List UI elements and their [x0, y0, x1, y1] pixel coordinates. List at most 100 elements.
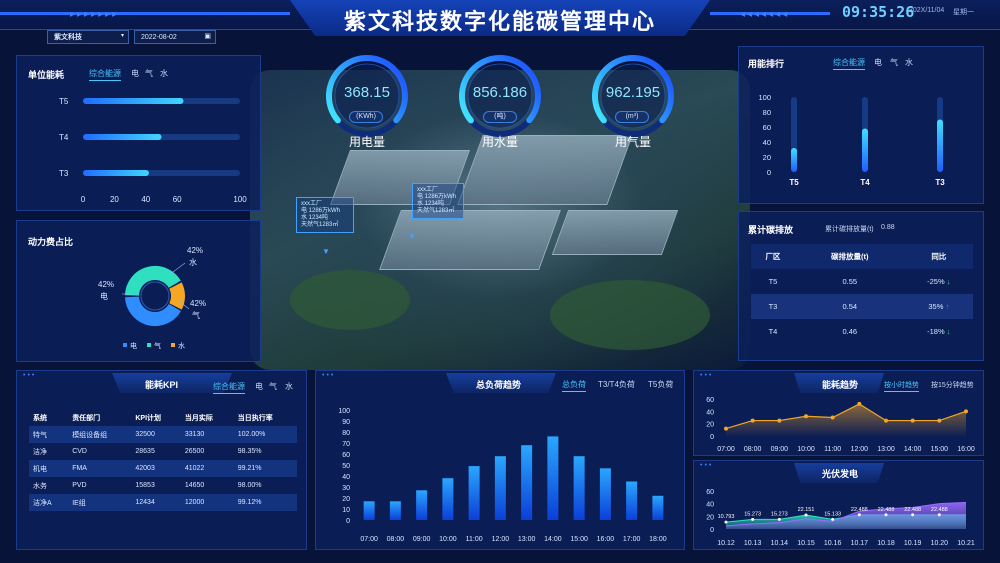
tick-label: 90 [342, 419, 350, 426]
column-header: 当月实际 [184, 414, 213, 422]
table-cell: 98.00% [237, 482, 262, 489]
tick-label: 60 [763, 123, 771, 132]
factory-callout[interactable]: xxx工厂 电 1286万kWh 水 1234吨 天然气1283㎡ [296, 197, 354, 233]
kpi-table: 系统 责任部门 KPI计划 当月实际 当日执行率 特气 模组设备组 32500 … [29, 409, 297, 511]
table-row: T5 0.55 -25% ↓ [751, 269, 973, 294]
tab-water[interactable]: 水 [285, 382, 293, 391]
category-label: T3 [935, 178, 945, 187]
tick-label: 20 [763, 153, 771, 162]
tab-hourly-trend[interactable]: 按小时趋势 [884, 380, 919, 392]
water-unit: (吨) [483, 111, 517, 123]
tick-label: 14:00 [904, 446, 922, 453]
pie-slice [125, 266, 185, 326]
date-picker[interactable]: 2022-08-02 ▣ [134, 30, 216, 44]
pie-inner-ring [140, 281, 170, 311]
data-point [937, 418, 942, 423]
tab-gas[interactable]: 气 [890, 58, 898, 67]
table-row: 机电 FMA 42003 41022 99.21% [29, 460, 297, 477]
table-cell: 99.21% [237, 465, 262, 472]
table-cell: 98.35% [237, 448, 262, 455]
factory-building [379, 210, 561, 270]
data-label: 22.488 [931, 507, 948, 513]
callout-line: 水 1234吨 [417, 201, 445, 207]
area-fill [726, 502, 966, 529]
tab-combined-energy[interactable]: 综合能源 [213, 381, 245, 394]
tab-electricity[interactable]: 电 [131, 69, 139, 78]
tick-label: 40 [706, 409, 714, 416]
bar [442, 478, 454, 520]
tick-label: 0 [346, 518, 350, 525]
table-header-row: 系统 责任部门 KPI计划 当月实际 当日执行率 [29, 409, 297, 426]
location-marker-icon[interactable]: ▼ [408, 232, 416, 241]
column-header: 厂区 [751, 244, 795, 269]
company-select[interactable]: 紫文科技 ▾ [47, 30, 129, 44]
tick-label: 16:00 [597, 536, 615, 543]
location-marker-icon[interactable]: ▼ [322, 247, 330, 256]
tab-gas[interactable]: 气 [269, 382, 277, 391]
tab-t5-load[interactable]: T5负荷 [648, 380, 674, 389]
amount-cell: 0.46 [842, 327, 858, 336]
tab-total-load[interactable]: 总负荷 [562, 379, 586, 392]
series-line [725, 403, 967, 430]
arrow-up-icon: ↑ [945, 302, 950, 311]
tick-label: 09:00 [771, 446, 789, 453]
carbon-summary-value: 0.88 [881, 224, 895, 231]
table-cell: 28635 [135, 448, 155, 455]
tab-electricity[interactable]: 电 [255, 382, 263, 391]
carbon-table: 厂区 碳排放量(t) 同比 T5 0.55 -25% ↓ T3 0.54 35%… [751, 244, 973, 344]
data-point [857, 513, 861, 517]
clock-time: 09:35:26 [842, 3, 915, 21]
legend-swatch [171, 343, 175, 347]
table-cell: CVD [72, 448, 87, 455]
tick-label: 20 [342, 496, 350, 503]
bar [599, 468, 611, 520]
tab-combined-energy[interactable]: 综合能源 [833, 57, 865, 70]
energy-rank-chart: 0 20 40 60 80 100 T5 T4 T3 [758, 93, 945, 187]
tick-label: 60 [706, 489, 714, 496]
header-dots: ▸▸▸▸▸▸▸ [70, 9, 120, 20]
tick-label: 10 [342, 507, 350, 514]
tick-label: 10.20 [931, 540, 949, 547]
greenery [550, 280, 710, 350]
tick-label: 15:00 [570, 536, 588, 543]
tab-t3-t4-load[interactable]: T3/T4负荷 [598, 380, 635, 389]
category-label: T4 [860, 178, 870, 187]
pie-slice [125, 266, 185, 326]
tick-label: 30 [342, 485, 350, 492]
table-cell: 机电 [33, 465, 47, 473]
column-header: 系统 [33, 414, 47, 422]
tick-label: 70 [342, 441, 350, 448]
carbon-summary-label: 累计碳排放量(t) [825, 226, 874, 233]
data-point [857, 401, 862, 406]
bar [626, 481, 638, 520]
bar [389, 501, 401, 520]
data-point [884, 418, 888, 423]
tab-electricity[interactable]: 电 [874, 58, 882, 67]
tick-label: 07:00 [360, 536, 378, 543]
area-cell: T4 [768, 327, 778, 336]
table-cell: 洁净 [33, 448, 47, 456]
tab-water[interactable]: 水 [160, 69, 168, 78]
energy-rank-panel: 用能排行 综合能源 电 气 水 0 20 40 60 80 100 T5 T4 T3 [738, 46, 984, 204]
page-title: 紫文科技数字化能碳管理中心 [343, 9, 656, 34]
pv-panel: ••• 光伏发电 0 20 40 60 10.793 15.273 15.273 22.151… [693, 460, 984, 550]
column-header: 当日执行率 [237, 414, 273, 422]
total-load-title: 总负荷趋势 [476, 380, 522, 390]
tab-gas[interactable]: 气 [145, 69, 153, 78]
total-load-chart: 0 10 20 30 40 50 60 70 80 90 100 07:00 08:00 09:00 10:… [338, 408, 666, 543]
tab-combined-energy[interactable]: 综合能源 [89, 68, 121, 81]
bar [937, 119, 943, 172]
power-ratio-title: 动力费占比 [28, 237, 74, 247]
kpi-title-plate [112, 373, 232, 393]
factory-callout[interactable]: xxx工厂 电 1286万kWh 水 1234吨 天然气1283㎡ [412, 183, 464, 219]
data-point [884, 513, 888, 517]
tick-label: 40 [763, 138, 771, 147]
power-ratio-chart: 42%电42%气42%水电气水 [98, 246, 206, 350]
tab-15min-trend[interactable]: 按15分钟趋势 [931, 382, 974, 389]
table-row: 洁净 CVD 28635 26500 98.35% [29, 443, 297, 460]
table-cell: 水务 [33, 482, 47, 490]
energy-trend-chart: 0 20 40 60 07:00 08:00 09:00 10:00 11:00 12:00 13:… [706, 397, 975, 453]
title-plate [290, 0, 710, 36]
tab-water[interactable]: 水 [905, 58, 913, 67]
table-cell: 12434 [135, 499, 155, 506]
